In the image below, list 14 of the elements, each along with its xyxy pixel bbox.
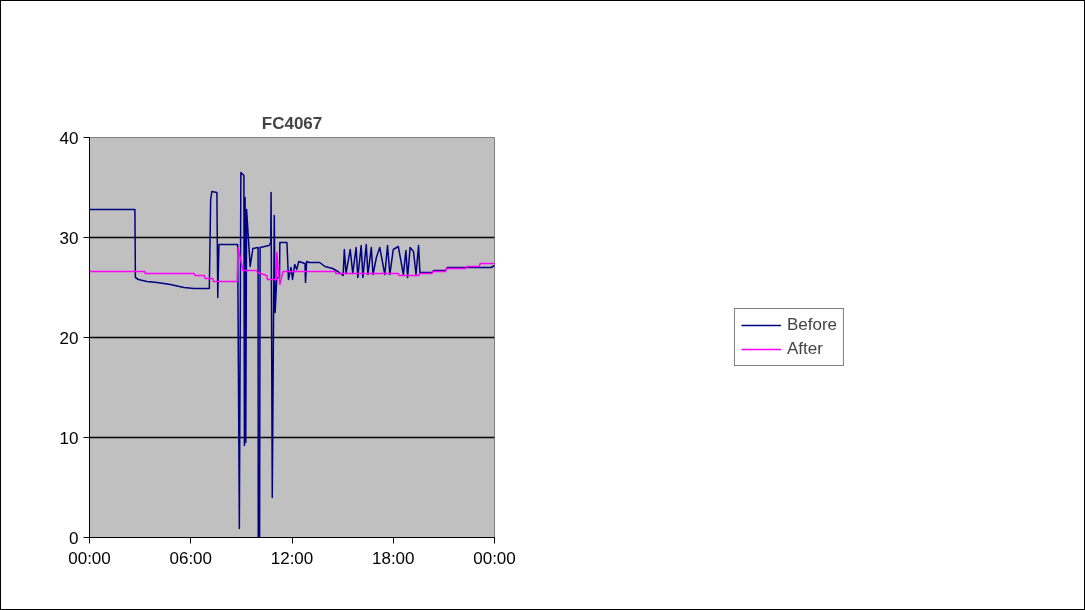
line-series [89,246,495,286]
x-tick-label: 18:00 [371,548,415,568]
y-tick-label: 30 [59,228,79,248]
x-tick-label: 12:00 [270,548,314,568]
y-tick-label: 40 [59,128,79,148]
y-tick-label: 20 [59,328,79,348]
x-tick-label: 00:00 [68,548,111,568]
x-tick-label: 00:00 [473,548,516,568]
y-tick-label: 0 [69,528,79,548]
legend-label: After [786,339,823,359]
y-tick-label: 10 [59,428,79,448]
chart-title: FC4067 [261,113,323,133]
x-tick-label: 06:00 [169,548,213,568]
legend-label: Before [786,315,838,335]
